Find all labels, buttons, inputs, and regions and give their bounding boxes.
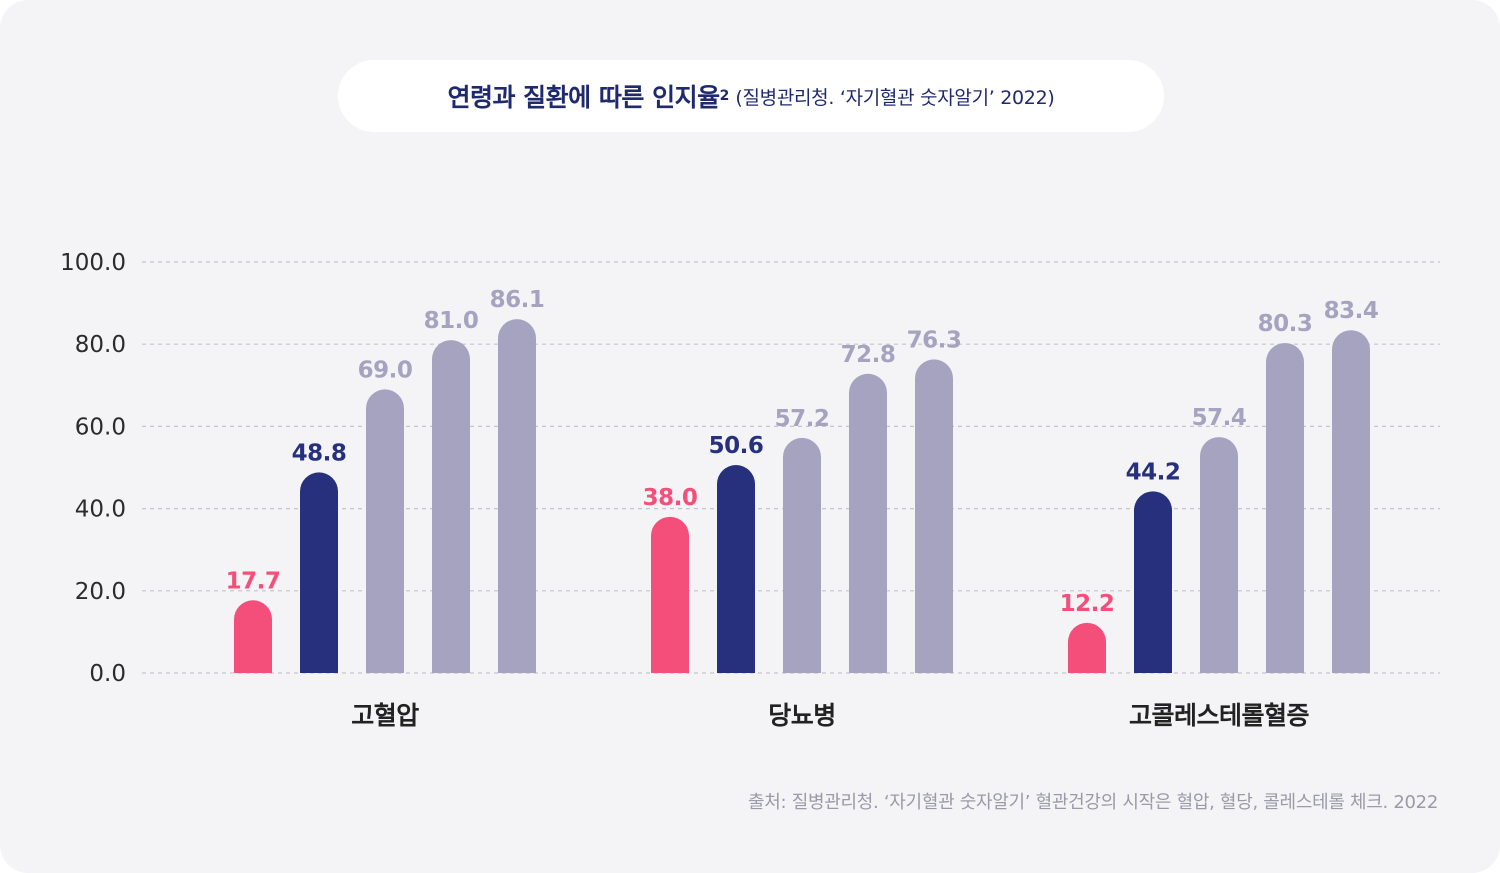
bar (849, 373, 887, 673)
chart-title: 연령과 질환에 따른 인지율 (447, 83, 720, 112)
bar (234, 600, 272, 673)
bar (366, 389, 404, 673)
y-tick-label: 80.0 (75, 332, 126, 358)
y-tick-label: 20.0 (75, 579, 126, 605)
bar (300, 472, 338, 673)
bar-value-label: 76.3 (907, 327, 962, 353)
bar-value-label: 57.2 (775, 406, 830, 432)
bar-value-label: 12.2 (1060, 591, 1115, 617)
bar (915, 359, 953, 673)
bar (1134, 491, 1172, 673)
bar-value-label: 48.8 (292, 440, 347, 466)
bar-value-label: 57.4 (1192, 405, 1247, 431)
title-source: (질병관리청. ‘자기혈관 숫자알기’ 2022) (735, 86, 1055, 109)
y-tick-label: 60.0 (75, 414, 126, 440)
bar (1266, 342, 1304, 673)
chart-title-pill: 연령과 질환에 따른 인지율 2 (질병관리청. ‘자기혈관 숫자알기’ 2022) (338, 60, 1164, 132)
bar-value-label: 83.4 (1324, 298, 1379, 324)
bar-value-label: 86.1 (490, 287, 545, 313)
bar (1332, 330, 1370, 673)
x-category-label: 당뇨병 (768, 701, 836, 730)
bar-value-label: 38.0 (643, 485, 698, 511)
bar-value-label: 72.8 (841, 342, 896, 368)
y-tick-label: 40.0 (75, 497, 126, 523)
bar-value-label: 17.7 (226, 568, 281, 594)
bar-value-label: 69.0 (358, 357, 413, 383)
y-tick-label: 100.0 (60, 250, 126, 276)
bar (783, 437, 821, 673)
bar (1200, 437, 1238, 673)
source-note: 출처: 질병관리청. ‘자기혈관 숫자알기’ 혈관건강의 시작은 혈압, 혈당,… (748, 792, 1438, 813)
bar (498, 319, 536, 673)
bar-value-label: 81.0 (424, 308, 479, 334)
bar-value-label: 50.6 (709, 433, 764, 459)
bar-value-label: 80.3 (1258, 311, 1313, 337)
bar (651, 516, 689, 673)
x-category-label: 고혈압 (351, 701, 419, 730)
bar (717, 465, 755, 673)
title-footnote-marker: 2 (719, 88, 730, 104)
bar (432, 340, 470, 673)
y-tick-label: 0.0 (89, 661, 126, 687)
x-category-label: 고콜레스테롤혈증 (1129, 701, 1310, 730)
bar (1068, 622, 1106, 673)
bar-value-label: 44.2 (1126, 459, 1181, 485)
